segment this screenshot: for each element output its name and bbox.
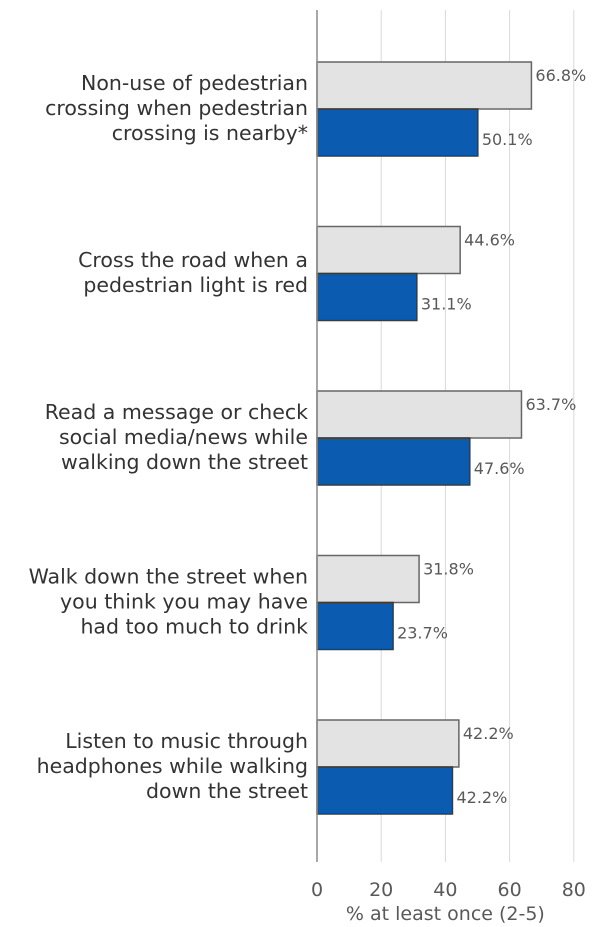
bar-series-2-cat-3	[316, 437, 471, 486]
bars-group	[316, 61, 533, 815]
category-label: Listen to music through headphones while …	[37, 729, 308, 803]
bar-series-2-cat-1	[316, 108, 479, 157]
x-axis: 0 20 40 60 80	[311, 10, 586, 901]
bar-series-1-cat-3	[316, 390, 523, 439]
x-tick-label: 80	[562, 879, 586, 901]
value-label: 44.6%	[464, 231, 515, 250]
x-tick-label: 20	[369, 879, 393, 901]
category-labels: Non-use of pedestrian crossing when pedes…	[29, 71, 309, 803]
x-axis-title: % at least once (2-5)	[346, 903, 545, 925]
bar-series-2-cat-5	[316, 766, 454, 815]
value-label: 31.8%	[423, 560, 474, 579]
value-label: 66.8%	[535, 66, 586, 85]
bar-series-1-cat-4	[316, 554, 420, 604]
x-tick-label: 40	[433, 879, 457, 901]
bar-series-1-cat-1	[316, 61, 533, 110]
bar-series-1-cat-2	[316, 225, 461, 275]
bar-series-2-cat-2	[316, 272, 418, 322]
x-tick-label: 0	[311, 879, 323, 901]
value-labels: 66.8% 50.1% 44.6% 31.1% 63.7% 47.6% 31.8% 23.7%…	[397, 66, 586, 807]
bar-series-1-cat-5	[316, 719, 460, 768]
category-label: Cross the road when a pedestrian light is…	[78, 248, 308, 297]
value-label: 63.7%	[525, 395, 576, 414]
category-label: Read a message or check social media/news…	[45, 400, 308, 474]
value-label: 42.2%	[463, 724, 514, 743]
category-label: Non-use of pedestrian crossing when pedes…	[45, 71, 308, 145]
value-label: 47.6%	[474, 459, 525, 478]
category-label: Walk down the street when you think you m…	[29, 565, 309, 639]
value-label: 31.1%	[421, 295, 472, 314]
value-label: 23.7%	[397, 624, 448, 643]
value-label: 42.2%	[456, 788, 507, 807]
bar-series-2-cat-4	[316, 601, 394, 651]
value-label: 50.1%	[482, 130, 533, 149]
x-tick-label: 60	[498, 879, 522, 901]
